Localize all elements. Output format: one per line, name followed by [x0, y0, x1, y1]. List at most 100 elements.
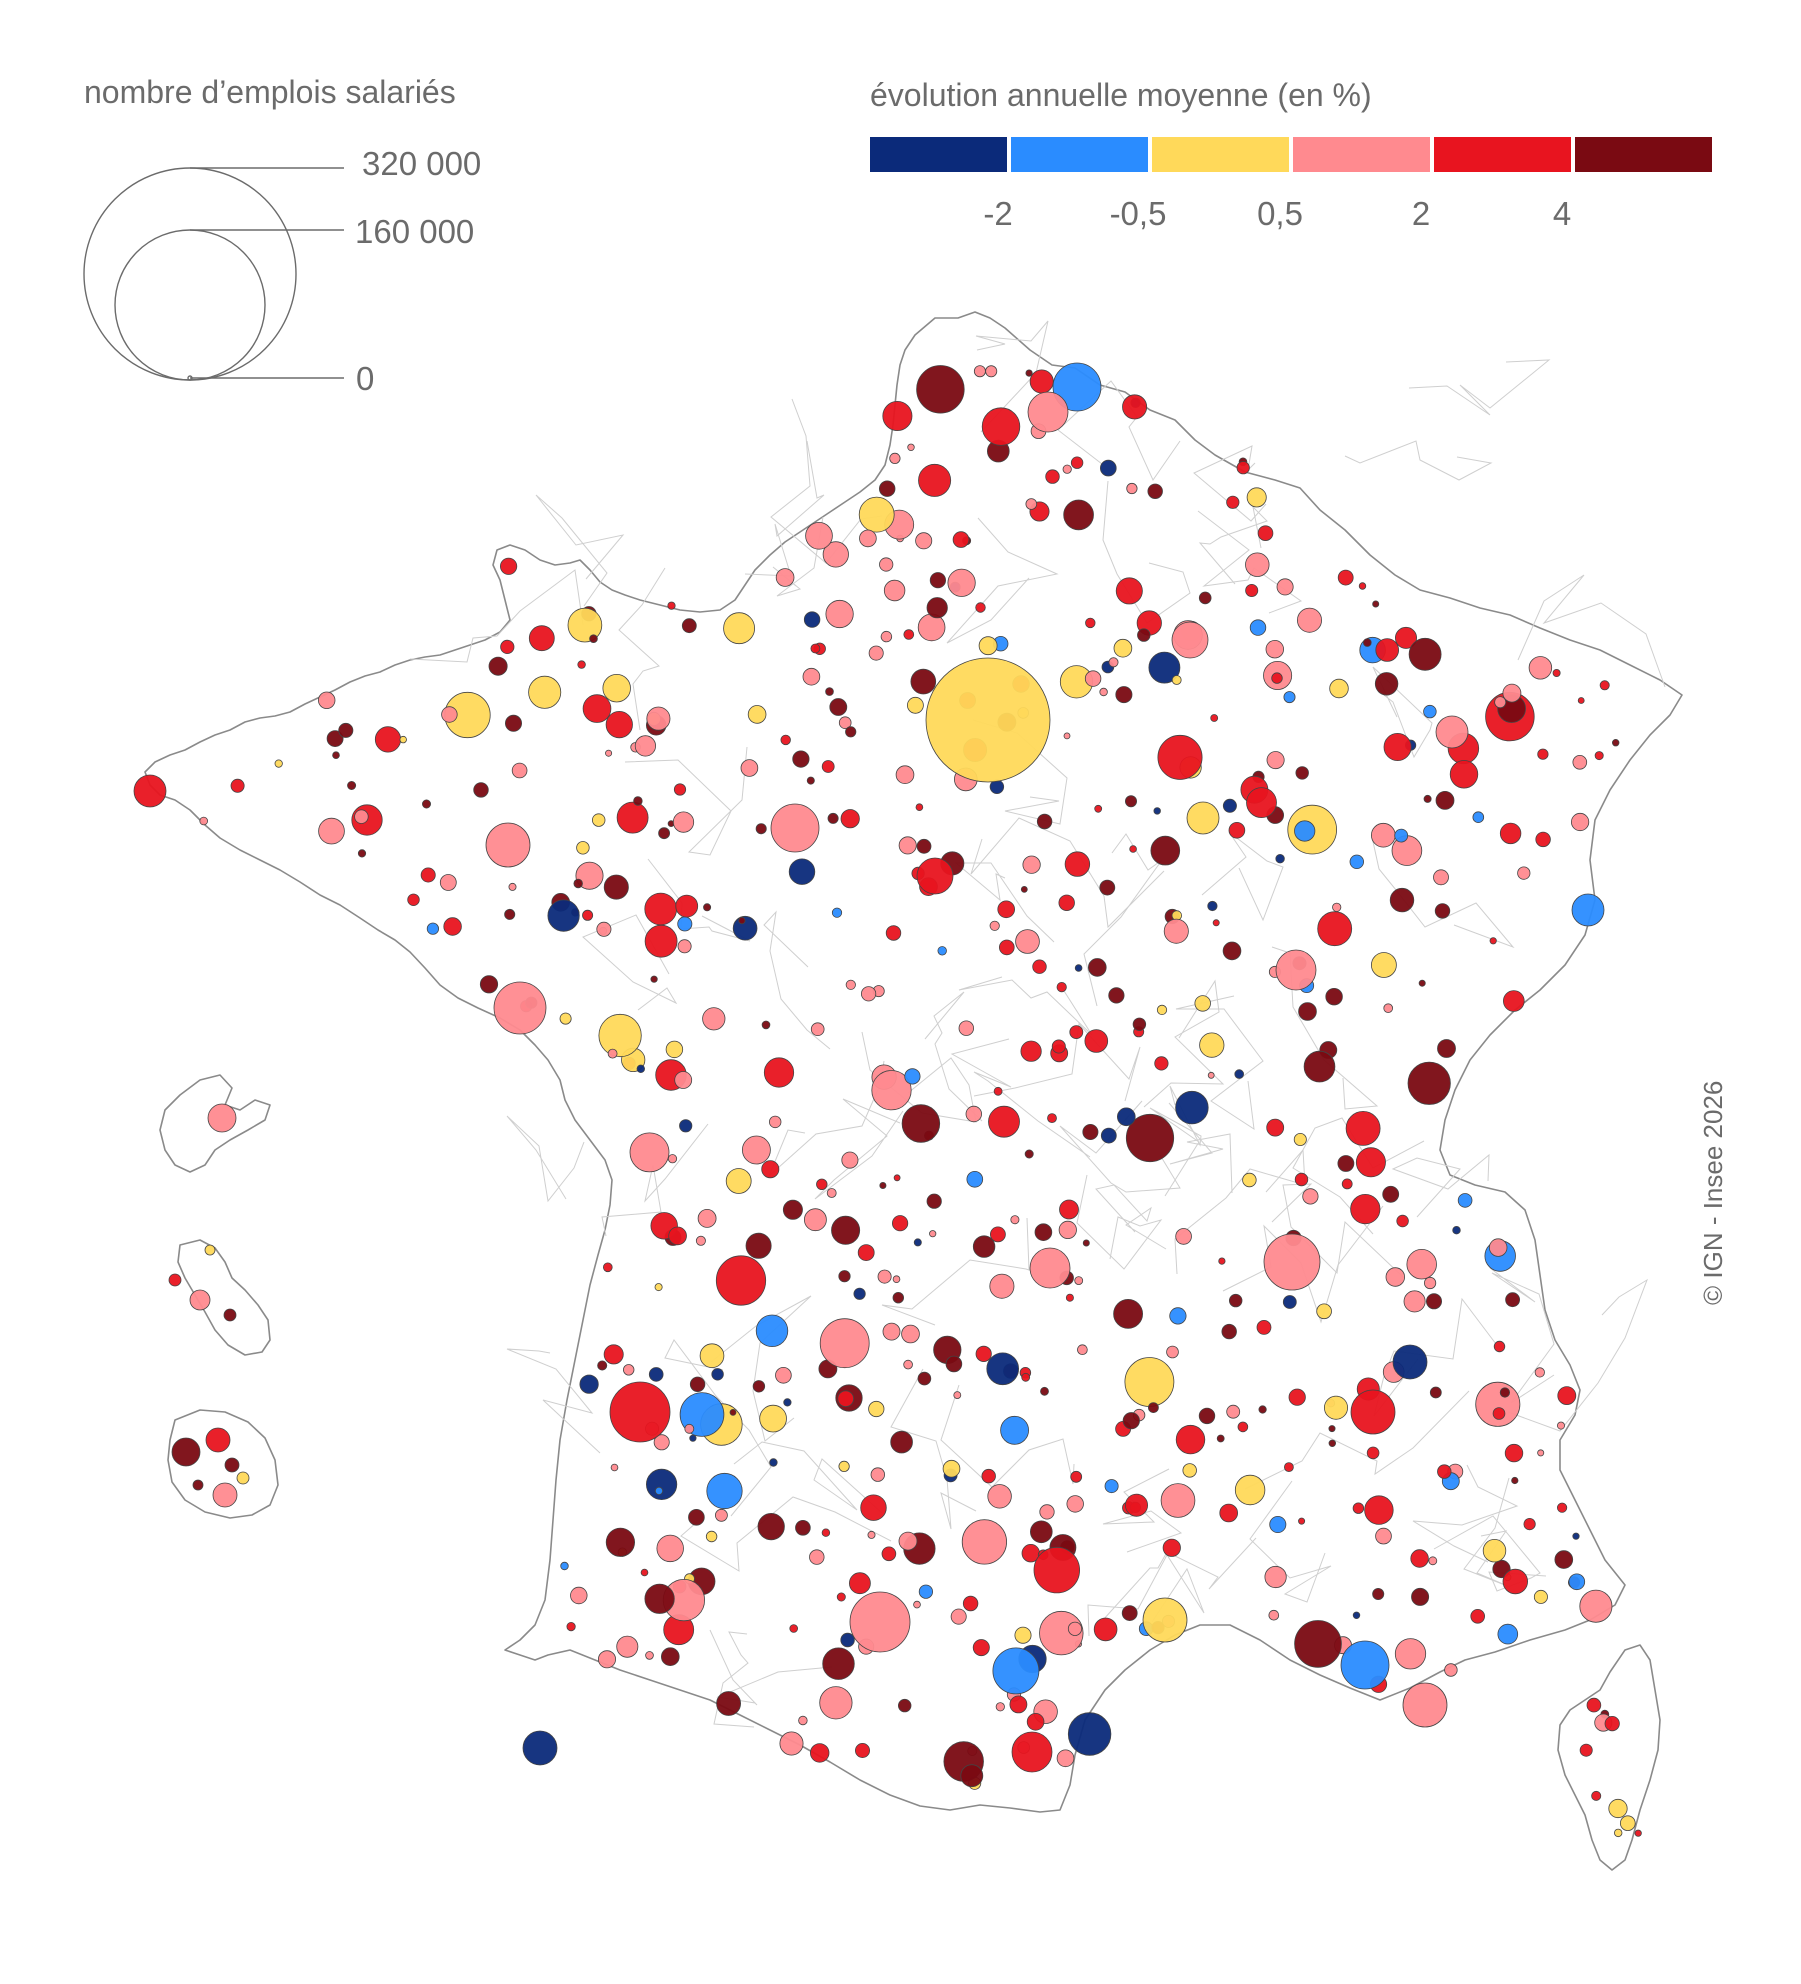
color-break-3: 0,5 [1257, 195, 1303, 232]
employment-area-bubble [667, 601, 676, 610]
employment-area-bubble [338, 722, 354, 738]
employment-area-bubble [998, 939, 1015, 956]
employment-area-bubble [1237, 1421, 1249, 1433]
employment-area-bubble [1502, 1568, 1529, 1595]
employment-area-bubble [1021, 1372, 1031, 1382]
employment-area-bubble [1115, 686, 1133, 704]
employment-area-bubble [836, 1592, 846, 1602]
employment-area-bubble [1435, 791, 1455, 810]
employment-area-bubble [699, 1343, 725, 1368]
employment-area-bubble [1124, 1357, 1175, 1407]
employment-area-bubble [1154, 1056, 1169, 1071]
employment-area-bubble [1504, 1443, 1524, 1463]
employment-area-bubble [1077, 1344, 1088, 1355]
employment-area-bubble [740, 759, 759, 777]
employment-area-bubble [645, 1468, 678, 1501]
employment-area-bubble [916, 365, 965, 414]
corsica-outline [1557, 1644, 1661, 1871]
employment-area-bubble [788, 858, 816, 885]
employment-area-bubble [688, 1509, 705, 1526]
employment-area-bubble [1371, 952, 1397, 978]
employment-area-bubble [1067, 1621, 1083, 1636]
employment-area-bubble [1242, 1172, 1257, 1188]
employment-area-bubble [326, 730, 344, 747]
employment-area-bubble [1303, 1050, 1336, 1083]
employment-area-bubble [1328, 1425, 1336, 1433]
employment-area-bubble [1298, 1002, 1317, 1021]
employment-area-bubble [990, 1226, 1006, 1243]
employment-area-bubble [845, 726, 857, 738]
employment-area-bubble [677, 939, 692, 954]
employment-area-bubble [1577, 697, 1585, 704]
employment-area-bubble [665, 1040, 684, 1059]
employment-area-bubble [1024, 1149, 1034, 1159]
color-swatch-5 [1434, 137, 1571, 172]
employment-area-bubble [907, 443, 915, 451]
employment-area-bubble [1586, 1697, 1602, 1713]
employment-area-bubble [1014, 1626, 1032, 1644]
employment-area-bubble [860, 986, 877, 1002]
employment-area-bubble [1523, 1518, 1536, 1531]
employment-area-bubble [1245, 552, 1270, 577]
employment-area-bubble [1066, 1495, 1084, 1513]
employment-area-bubble [1039, 1504, 1055, 1520]
employment-area-bubble [421, 799, 431, 809]
employment-area-bubble [891, 1215, 909, 1232]
employment-area-bubble [926, 597, 948, 619]
employment-area-bubble [689, 1376, 706, 1393]
employment-area-bubble [1329, 678, 1349, 699]
employment-area-bubble [838, 716, 852, 729]
employment-area-bubble [904, 1068, 921, 1085]
employment-area-bubble [1275, 854, 1285, 864]
employment-area-bubble [1047, 1113, 1057, 1123]
employment-area-bubble [354, 809, 369, 824]
employment-area-bubble [795, 1520, 811, 1536]
color-swatch-4 [1293, 137, 1430, 172]
employment-area-bubble [559, 1012, 572, 1025]
employment-area-bubble [1537, 1449, 1545, 1457]
employment-area-bubble [1088, 958, 1107, 977]
employment-area-bubble [1396, 1214, 1409, 1228]
employment-area-bubble [634, 735, 657, 757]
employment-area-bubble [511, 762, 528, 779]
employment-area-bubble [1218, 1257, 1226, 1265]
employment-area-bubble [1148, 1402, 1159, 1413]
employment-area-bubble [725, 1168, 752, 1194]
employment-area-bubble [711, 1368, 724, 1381]
employment-area-bubble [1094, 804, 1103, 813]
employment-area-bubble [677, 916, 693, 932]
lille-area-bubble [1027, 391, 1069, 433]
employment-area-bubble [656, 1534, 684, 1563]
color-swatch-6 [1575, 137, 1712, 172]
employment-area-bubble [1358, 582, 1367, 590]
employment-area-bubble [881, 1546, 897, 1562]
employment-area-bubble [907, 696, 924, 714]
employment-area-bubble [1171, 675, 1182, 685]
employment-area-bubble [1234, 1474, 1266, 1506]
employment-area-bubble [443, 917, 462, 936]
employment-area-bubble [473, 782, 489, 798]
employment-area-bubble [858, 496, 895, 533]
employment-area-bubble [809, 1549, 825, 1565]
employment-area-bubble [972, 1235, 996, 1258]
employment-area-bubble [1276, 578, 1294, 596]
employment-area-bubble [1493, 1340, 1506, 1353]
employment-area-bubble [915, 532, 933, 550]
employment-area-bubble [885, 925, 902, 941]
employment-area-bubble [1271, 672, 1283, 684]
employment-area-bubble [567, 607, 603, 643]
marseille-area-bubble [1350, 1389, 1396, 1435]
employment-area-bubble [673, 783, 687, 796]
employment-area-bubble [1572, 754, 1588, 770]
employment-area-bubble [500, 639, 515, 655]
la-reunion-outline [167, 1409, 279, 1519]
employment-area-bubble [1108, 987, 1125, 1004]
employment-area-bubble [1352, 1611, 1361, 1619]
employment-area-bubble [1482, 1538, 1507, 1563]
employment-area-bubble [1611, 739, 1620, 747]
employment-area-bubble [1528, 656, 1553, 680]
employment-area-bubble [1489, 937, 1497, 945]
employment-area-bubble [1212, 919, 1220, 927]
employment-area-bubble [1324, 1395, 1349, 1420]
employment-area-bubble [1424, 1276, 1437, 1290]
